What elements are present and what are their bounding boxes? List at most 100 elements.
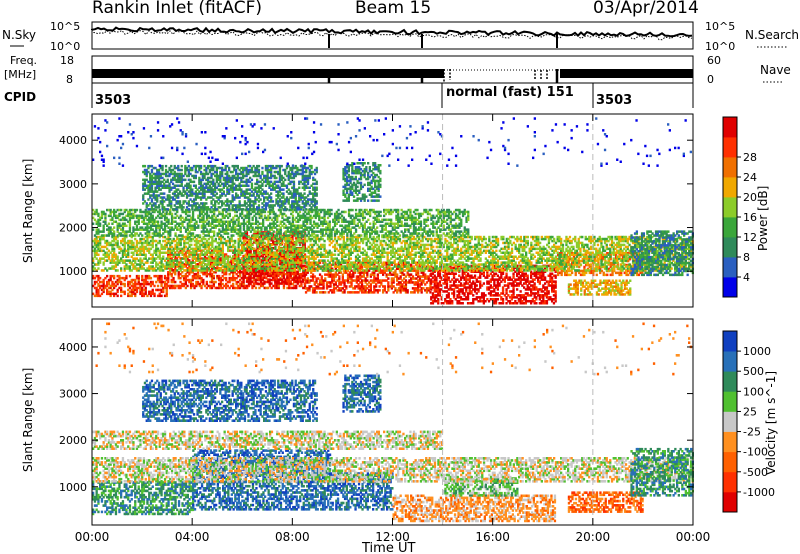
heatmap-cell — [200, 257, 203, 260]
heatmap-cell — [272, 284, 275, 288]
heatmap-cell — [425, 277, 429, 280]
heatmap-cell — [371, 273, 374, 276]
heatmap-cell — [97, 276, 100, 280]
heatmap-cell — [298, 241, 301, 244]
heatmap-cell — [280, 239, 284, 242]
heatmap-cell — [397, 281, 401, 284]
heatmap-cell — [141, 292, 144, 296]
heatmap-cell — [350, 279, 353, 282]
heatmap-cell — [121, 282, 125, 286]
heatmap-cell — [132, 290, 135, 294]
heatmap-cell — [334, 281, 337, 284]
heatmap-cell — [252, 268, 256, 272]
heatmap-cell — [175, 257, 179, 260]
heatmap-cell — [437, 294, 440, 297]
heatmap-cell — [303, 276, 306, 279]
heatmap-cell — [163, 286, 167, 290]
heatmap-cell — [216, 265, 219, 268]
heatmap-cell — [102, 288, 105, 292]
heatmap-cell — [261, 268, 264, 272]
heatmap-cell — [331, 289, 334, 292]
heatmap-cell — [254, 282, 257, 285]
heatmap-cell — [461, 276, 464, 279]
heatmap-cell — [235, 276, 238, 280]
heatmap-cell — [289, 280, 292, 283]
heatmap-cell — [235, 280, 238, 284]
heatmap-cell — [444, 300, 447, 303]
station-title: Rankin Inlet (fitACF) — [92, 0, 263, 18]
heatmap-cell — [366, 271, 369, 274]
heatmap-cell — [252, 274, 256, 277]
heatmap-cell — [284, 278, 287, 281]
heatmap-cell — [116, 288, 119, 292]
heatmap-cell — [109, 278, 112, 282]
heatmap-cell — [382, 273, 385, 276]
heatmap-cell — [258, 276, 261, 280]
heatmap-cell — [170, 267, 173, 270]
heatmap-cell — [261, 278, 264, 281]
heatmap-cell — [280, 243, 284, 246]
heatmap-cell — [304, 287, 308, 290]
heatmap-cell — [182, 284, 186, 288]
heatmap-cell — [461, 268, 464, 272]
heatmap-cell — [113, 292, 116, 296]
heatmap-cell — [360, 279, 364, 282]
heatmap-cell — [170, 272, 173, 276]
heatmap-cell — [225, 269, 228, 272]
heatmap-cell — [327, 271, 330, 274]
heatmap-cell — [95, 290, 98, 294]
heatmap-cell — [445, 282, 449, 285]
heatmap-cell — [397, 283, 401, 286]
heatmap-cell — [268, 274, 271, 277]
heatmap-cell — [218, 259, 221, 262]
noise-right-tick-top: 10^5 — [705, 20, 735, 33]
heatmap-cell — [249, 282, 252, 285]
heatmap-cell — [244, 268, 247, 272]
heatmap-cell — [235, 269, 238, 272]
heatmap-cell — [298, 258, 301, 262]
heatmap-cell — [286, 274, 289, 278]
heatmap-cell — [265, 265, 268, 268]
heatmap-cell — [569, 283, 572, 286]
heatmap-cell — [177, 261, 180, 264]
heatmap-cell — [362, 275, 365, 278]
heatmap-cell — [272, 233, 275, 236]
heatmap-cell — [239, 269, 242, 272]
heatmap-cell — [293, 278, 296, 281]
heatmap-cell — [369, 291, 372, 294]
heatmap-cell — [359, 285, 362, 288]
heatmap-cell — [289, 245, 292, 248]
heatmap-cell — [137, 274, 140, 278]
heatmap-cell — [272, 274, 275, 277]
heatmap-cell — [313, 275, 316, 278]
heatmap-cell — [415, 269, 418, 272]
heatmap-cell — [298, 284, 301, 288]
heatmap-cell — [237, 286, 240, 290]
heatmap-cell — [263, 258, 266, 262]
heatmap-cell — [216, 276, 219, 280]
heatmap-cell — [324, 279, 327, 282]
heatmap-cell — [168, 251, 172, 254]
heatmap-cell — [430, 280, 433, 283]
heatmap-cell — [438, 292, 442, 295]
heatmap-cell — [97, 274, 100, 278]
heatmap-cell — [266, 274, 270, 277]
heatmap-cell — [252, 270, 256, 273]
heatmap-cell — [501, 298, 505, 301]
heatmap-cell — [184, 274, 187, 278]
heatmap-cell — [128, 280, 132, 284]
heatmap-cell — [295, 286, 298, 290]
heatmap-cell — [146, 274, 149, 278]
heatmap-cell — [254, 274, 257, 277]
heatmap-cell — [230, 276, 233, 280]
heatmap-cell — [329, 273, 332, 276]
heatmap-cell — [275, 271, 279, 274]
heatmap-cell — [97, 278, 100, 282]
heatmap-cell — [286, 243, 289, 246]
heatmap-cell — [415, 271, 418, 274]
heatmap-cell — [357, 277, 360, 280]
heatmap-cell — [144, 290, 147, 294]
heatmap-cell — [195, 251, 198, 254]
heatmap-cell — [404, 263, 408, 267]
